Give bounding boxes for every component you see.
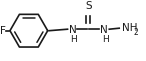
- Text: H: H: [70, 35, 77, 44]
- Text: H: H: [102, 35, 109, 44]
- Text: NH: NH: [122, 23, 138, 33]
- Text: 2: 2: [134, 28, 138, 37]
- Text: S: S: [85, 1, 92, 11]
- Text: F: F: [0, 26, 6, 36]
- Text: N: N: [69, 25, 76, 35]
- Text: N: N: [100, 25, 108, 35]
